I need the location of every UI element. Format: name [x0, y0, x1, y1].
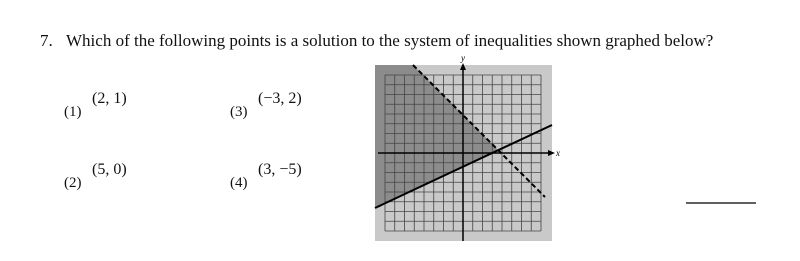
- y-axis-label: y: [460, 53, 465, 63]
- choice-label: (2): [64, 175, 82, 191]
- question-text: Which of the following points is a solut…: [66, 31, 714, 50]
- choice-point: (5, 0): [92, 161, 127, 178]
- y-arrow: [460, 63, 466, 70]
- choice-point: (3, −5): [258, 161, 302, 178]
- x-arrow: [548, 150, 555, 156]
- choice-label: (4): [230, 175, 248, 191]
- choice-point: (2, 1): [92, 90, 127, 107]
- choice-label: (3): [230, 104, 248, 120]
- dashed-boundary: [412, 64, 546, 198]
- choice-label: (1): [64, 104, 82, 120]
- solid-boundary: [374, 124, 553, 209]
- question-number: 7.: [40, 31, 53, 50]
- x-axis-label: x: [555, 148, 560, 158]
- choice-point: (−3, 2): [258, 90, 302, 107]
